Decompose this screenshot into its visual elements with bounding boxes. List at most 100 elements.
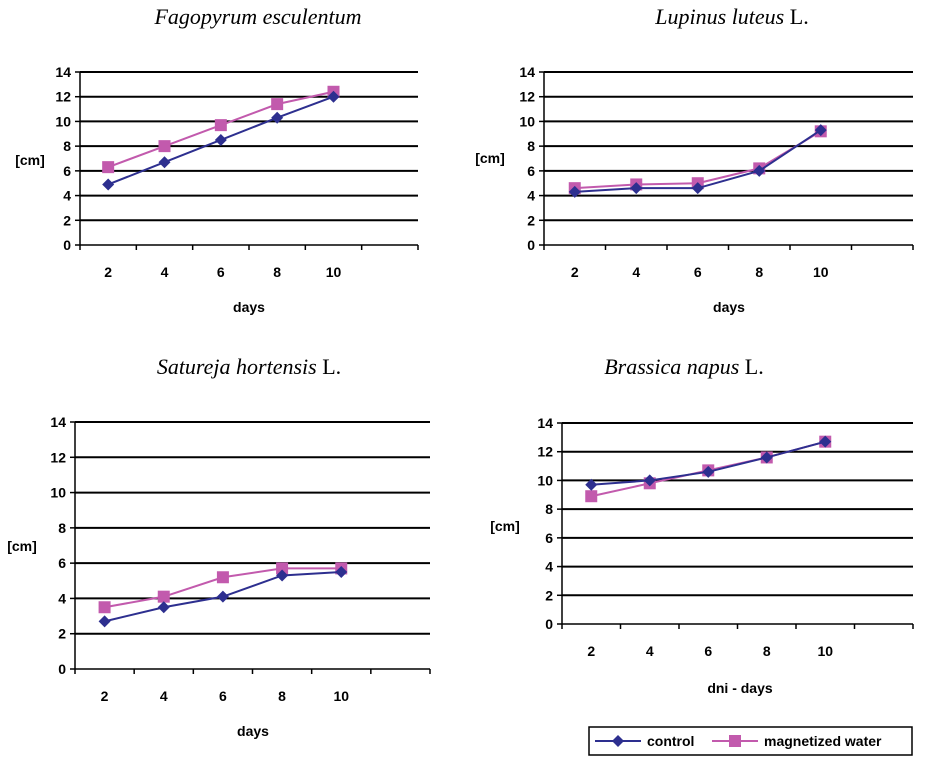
y-tick-label: 14 <box>55 64 71 80</box>
y-tick-label: 12 <box>50 449 66 465</box>
chart-title: Lupinus luteus L. <box>654 4 808 29</box>
chart-title-species: Brassica napus <box>604 354 739 379</box>
y-tick-label: 10 <box>50 485 66 501</box>
y-tick-label: 4 <box>63 188 71 204</box>
data-point-control <box>158 156 171 169</box>
chart-title: Satureja hortensis L. <box>157 354 341 379</box>
y-axis-label: [cm] <box>15 152 45 168</box>
data-point-control <box>214 133 227 146</box>
x-tick-label: 4 <box>646 643 654 659</box>
chart-title-suffix: L. <box>317 354 341 379</box>
y-tick-label: 0 <box>527 237 535 253</box>
x-axis-label: dni - days <box>707 680 773 696</box>
chart-title: Fagopyrum esculentum <box>153 4 361 29</box>
x-tick-label: 4 <box>160 688 168 704</box>
y-tick-label: 0 <box>63 237 71 253</box>
y-tick-label: 8 <box>545 501 553 517</box>
x-tick-label: 8 <box>278 688 286 704</box>
data-point-control <box>585 478 598 491</box>
chart-panel-2: Lupinus luteus L. 0 2 4 6 8 10 12 14 2 4 6 8 10 [cm] da… <box>475 4 914 315</box>
y-tick-label: 14 <box>519 64 535 80</box>
data-point-control <box>157 601 170 614</box>
y-tick-label: 6 <box>58 555 66 571</box>
data-point-control <box>691 182 704 195</box>
data-point-control <box>630 182 643 195</box>
y-axis-label: [cm] <box>490 518 520 534</box>
legend-label-magnetized-water: magnetized water <box>764 733 882 749</box>
y-tick-label: 12 <box>519 89 535 105</box>
x-tick-label: 6 <box>219 688 227 704</box>
y-tick-label: 12 <box>537 444 553 460</box>
y-tick-label: 12 <box>55 89 71 105</box>
chart-title-species: Fagopyrum esculentum <box>153 4 361 29</box>
y-tick-label: 4 <box>527 188 535 204</box>
data-point-magnetized-water <box>158 140 171 153</box>
y-tick-label: 0 <box>58 661 66 677</box>
y-tick-label: 2 <box>58 626 66 642</box>
legend: control magnetized water <box>588 726 913 756</box>
y-tick-label: 14 <box>50 414 66 430</box>
x-tick-label: 6 <box>694 264 702 280</box>
data-point-control <box>760 451 773 464</box>
data-point-control <box>216 590 229 603</box>
data-point-magnetized-water <box>157 590 170 603</box>
x-tick-label: 10 <box>326 264 342 280</box>
data-point-control <box>814 124 827 137</box>
x-tick-label: 8 <box>273 264 281 280</box>
legend-marker-control <box>612 735 624 747</box>
data-point-magnetized-water <box>216 571 229 584</box>
data-point-magnetized-water <box>214 119 227 132</box>
x-tick-label: 4 <box>161 264 169 280</box>
data-point-control <box>327 90 340 103</box>
y-axis-label: [cm] <box>475 150 505 166</box>
chart-title-species: Lupinus luteus <box>654 4 784 29</box>
data-point-magnetized-water <box>585 490 598 503</box>
data-point-control <box>568 185 581 198</box>
y-tick-label: 14 <box>537 415 553 431</box>
data-point-control <box>102 178 115 191</box>
data-point-control <box>753 164 766 177</box>
chart-title-suffix: L. <box>784 4 808 29</box>
y-tick-label: 4 <box>58 590 66 606</box>
legend-label-control: control <box>647 733 694 749</box>
y-tick-label: 10 <box>519 113 535 129</box>
x-tick-label: 10 <box>333 688 349 704</box>
y-tick-label: 6 <box>63 163 71 179</box>
chart-panels: Fagopyrum esculentum 0 2 4 6 8 10 12 14 2 4 6 8 10 [cm… <box>7 4 914 739</box>
data-point-control <box>335 565 348 578</box>
x-tick-label: 4 <box>632 264 640 280</box>
chart-title-suffix: L. <box>739 354 763 379</box>
x-tick-label: 2 <box>587 643 595 659</box>
chart-title-species: Satureja hortensis <box>157 354 317 379</box>
x-tick-label: 6 <box>704 643 712 659</box>
data-point-control <box>819 435 832 448</box>
x-axis-label: days <box>233 299 265 315</box>
data-point-magnetized-water <box>276 562 289 575</box>
y-tick-label: 4 <box>545 559 553 575</box>
data-point-control <box>276 569 289 582</box>
y-tick-label: 2 <box>545 587 553 603</box>
legend-marker-magnetized-water <box>729 735 741 747</box>
y-tick-label: 8 <box>527 138 535 154</box>
y-tick-label: 2 <box>527 212 535 228</box>
x-tick-label: 2 <box>571 264 579 280</box>
data-point-control <box>271 111 284 124</box>
x-tick-label: 10 <box>813 264 829 280</box>
y-tick-label: 6 <box>545 530 553 546</box>
y-tick-label: 10 <box>537 472 553 488</box>
y-axis-label: [cm] <box>7 538 37 554</box>
y-tick-label: 2 <box>63 212 71 228</box>
data-point-magnetized-water <box>102 161 115 174</box>
y-tick-label: 8 <box>63 138 71 154</box>
x-axis-label: days <box>237 723 269 739</box>
x-tick-label: 10 <box>817 643 833 659</box>
y-tick-label: 0 <box>545 616 553 632</box>
x-tick-label: 6 <box>217 264 225 280</box>
x-tick-label: 8 <box>763 643 771 659</box>
y-tick-label: 10 <box>55 113 71 129</box>
chart-title: Brassica napus L. <box>604 354 764 379</box>
y-tick-label: 8 <box>58 520 66 536</box>
x-tick-label: 2 <box>104 264 112 280</box>
chart-panel-1: Fagopyrum esculentum 0 2 4 6 8 10 12 14 2 4 6 8 10 [cm… <box>15 4 419 315</box>
